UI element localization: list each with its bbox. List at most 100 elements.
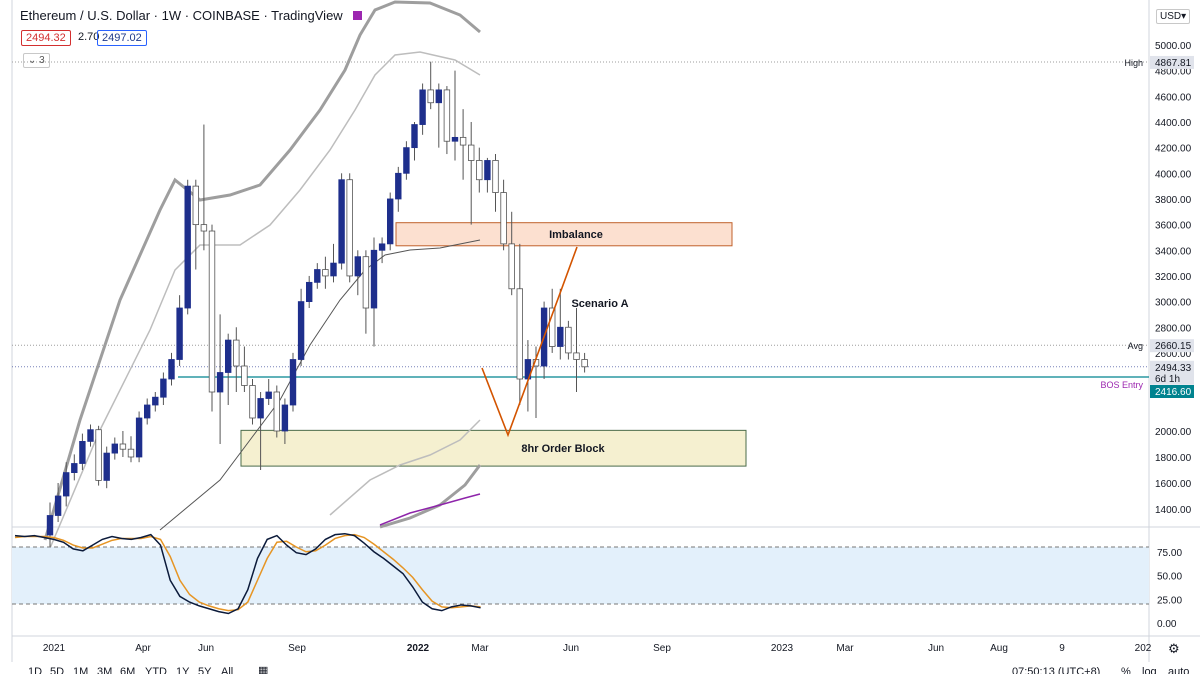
chevron-down-icon: ⌄: [28, 55, 37, 66]
range-6m[interactable]: 6M: [120, 666, 136, 674]
clock-time[interactable]: 07:50:13 (UTC+8): [1012, 666, 1101, 674]
oscillator-d-line: [14, 533, 481, 612]
candle-body-down: [208, 230, 216, 393]
candle: [160, 372, 167, 405]
candle-body-up: [395, 172, 402, 200]
candle-body-down: [476, 160, 483, 181]
time-tick-label: Aug: [990, 643, 1008, 654]
bottom-toolbar: 1D 5D 1M 3M 6M YTD 1Y 5Y All ▦ 07:50:13 …: [0, 662, 1200, 674]
flag-icon[interactable]: [352, 11, 362, 20]
indicators-collapse-button[interactable]: ⌄ 3: [23, 53, 50, 68]
candle: [557, 288, 564, 360]
log-toggle[interactable]: log: [1142, 666, 1157, 674]
candle-body-down: [192, 185, 199, 226]
sell-price-box[interactable]: 2494.32: [21, 30, 71, 46]
currency-select[interactable]: USD▾: [1156, 9, 1191, 24]
candle-body-up: [168, 359, 175, 380]
candle: [386, 192, 394, 251]
range-all[interactable]: All: [221, 666, 234, 674]
candle-body-down: [200, 224, 208, 232]
candle-body-up: [419, 89, 426, 125]
candle-body-down: [427, 89, 434, 104]
avg-price-tag-bg: [1150, 339, 1194, 353]
oscillator-band-fill: [12, 547, 1149, 604]
buy-price-box[interactable]: 2497.02: [97, 30, 147, 46]
candle: [338, 173, 345, 270]
candle-body-down: [95, 429, 102, 481]
order-block-label: 8hr Order Block: [521, 443, 605, 455]
candle: [403, 141, 410, 180]
calendar-icon[interactable]: ▦: [258, 665, 269, 674]
candle-body-up: [281, 404, 289, 432]
scenario-label: Scenario A: [571, 298, 628, 310]
candle: [257, 392, 264, 470]
candle: [581, 352, 588, 373]
candle-body-up: [103, 452, 110, 481]
time-tick-label: Mar: [471, 643, 489, 654]
candle-body-down: [508, 243, 515, 290]
time-tick-label: Jun: [198, 643, 214, 654]
spread-value: 2.70: [78, 31, 100, 43]
candle: [281, 398, 289, 444]
auto-toggle[interactable]: auto: [1168, 666, 1190, 674]
candle-body-down: [346, 179, 353, 277]
range-1d[interactable]: 1D: [28, 666, 43, 674]
candle: [467, 121, 475, 225]
candle: [370, 237, 378, 347]
bos-price-tag: 2416.60: [1150, 385, 1194, 398]
range-ytd[interactable]: YTD: [145, 666, 167, 674]
candle-body-down: [581, 359, 588, 368]
time-tick-label: 2023: [771, 643, 794, 654]
candle: [289, 352, 297, 412]
candle: [330, 243, 337, 283]
candle: [476, 147, 483, 193]
candle-body-down: [565, 326, 572, 354]
candle-body-down: [127, 448, 135, 458]
lower-outer-band: [379, 464, 482, 529]
high-price-tag-bg: [1150, 55, 1194, 69]
range-3m[interactable]: 3M: [97, 666, 113, 674]
candle-body-down: [443, 89, 451, 142]
oscillator-k-line: [14, 532, 481, 615]
bos-label: BOS Entry: [1100, 380, 1143, 390]
avg-price-tag: 2660.15: [1150, 339, 1194, 353]
candle-body-down: [500, 192, 507, 245]
percent-toggle[interactable]: %: [1121, 666, 1131, 674]
candle: [435, 83, 442, 148]
candle-body-up: [160, 378, 167, 398]
candle: [565, 320, 572, 360]
candle: [297, 288, 305, 366]
candle-body-up: [557, 326, 564, 347]
range-1m[interactable]: 1M: [73, 666, 89, 674]
range-1y[interactable]: 1Y: [176, 666, 190, 674]
upper-outer-band: [43, 0, 481, 541]
time-tick-label: Jun: [928, 643, 944, 654]
candle-body-down: [362, 256, 370, 309]
candle-body-up: [257, 398, 264, 419]
candle-body-up: [176, 307, 183, 360]
candle-body-up: [152, 396, 159, 406]
candle: [492, 154, 499, 212]
chevron-down-icon: ▾: [1181, 11, 1187, 22]
candle: [168, 352, 175, 386]
order-block-zone: [240, 429, 747, 467]
candle: [249, 379, 256, 425]
range-5d[interactable]: 5D: [50, 666, 65, 674]
candle-body-down: [322, 269, 329, 277]
candle-body-up: [184, 185, 191, 309]
candle: [103, 446, 110, 489]
symbol-title: Ethereum / U.S. Dollar · 1W · COINBASE ·…: [20, 8, 343, 23]
lower-inner-band: [329, 419, 481, 516]
candle-body-up: [338, 179, 345, 264]
time-tick-label: Mar: [836, 643, 854, 654]
price-tick-label: 1400.00: [1155, 505, 1192, 516]
candle: [224, 333, 232, 405]
candle-body-up: [305, 281, 313, 303]
price-tick-label: 1600.00: [1155, 479, 1192, 490]
candle: [451, 70, 459, 161]
indicators-count: 3: [39, 55, 45, 66]
candle: [111, 437, 118, 460]
range-5y[interactable]: 5Y: [198, 666, 212, 674]
candle: [87, 424, 94, 447]
